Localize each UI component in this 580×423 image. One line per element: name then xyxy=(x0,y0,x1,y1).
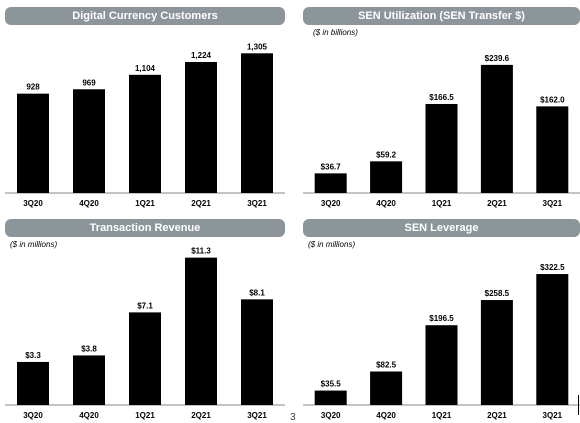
bar-4Q20 xyxy=(370,371,403,405)
data-label: $162.0 xyxy=(540,95,565,104)
x-tick-label: 4Q20 xyxy=(376,199,396,208)
bar-3Q21 xyxy=(241,53,273,193)
bar-4Q20 xyxy=(370,161,403,193)
chart-subtitle: ($ in millions) xyxy=(10,240,58,249)
bar-4Q20 xyxy=(73,355,105,405)
x-tick-label: 3Q20 xyxy=(321,199,341,208)
right-edge-line xyxy=(578,395,579,415)
bar-2Q21 xyxy=(480,300,513,405)
data-label: $3.8 xyxy=(81,344,97,353)
panel-sen-utilization: SEN Utilization (SEN Transfer $) ($ in b… xyxy=(303,7,580,207)
x-tick-label: 1Q21 xyxy=(135,411,155,420)
bar-1Q21 xyxy=(425,103,458,193)
chart-title: SEN Utilization (SEN Transfer $) xyxy=(303,7,580,25)
x-tick-label: 4Q20 xyxy=(376,411,396,420)
x-tick-label: 3Q21 xyxy=(247,199,267,208)
bar-1Q21 xyxy=(425,325,458,405)
x-tick-label: 2Q21 xyxy=(191,199,211,208)
x-tick-label: 3Q20 xyxy=(23,199,43,208)
chart-title: Digital Currency Customers xyxy=(5,7,285,25)
chart-subtitle: ($ in billions) xyxy=(313,28,358,37)
x-tick-label: 1Q21 xyxy=(432,199,452,208)
chart-subtitle: ($ in millions) xyxy=(308,240,356,249)
data-label: 1,104 xyxy=(135,64,156,73)
x-tick-label: 2Q21 xyxy=(487,411,507,420)
data-label: $166.5 xyxy=(429,93,454,102)
data-label: $239.6 xyxy=(485,54,510,63)
x-tick-label: 3Q21 xyxy=(543,411,563,420)
x-tick-label: 3Q20 xyxy=(23,411,43,420)
data-label: 969 xyxy=(82,78,96,87)
x-tick-label: 3Q20 xyxy=(321,411,341,420)
x-tick-label: 3Q21 xyxy=(543,199,563,208)
data-label: $7.1 xyxy=(137,301,153,310)
data-label: $35.5 xyxy=(321,380,342,389)
x-tick-label: 1Q21 xyxy=(432,411,452,420)
data-label: 928 xyxy=(26,83,40,92)
data-label: $3.3 xyxy=(25,351,41,360)
data-label: $59.2 xyxy=(376,150,397,159)
bar-4Q20 xyxy=(73,89,105,193)
data-label: $196.5 xyxy=(429,314,454,323)
x-tick-label: 3Q21 xyxy=(247,411,267,420)
bar-3Q21 xyxy=(241,299,273,405)
data-label: $322.5 xyxy=(540,263,565,272)
chart-title: SEN Leverage xyxy=(303,219,580,237)
x-tick-label: 4Q20 xyxy=(79,411,99,420)
bar-1Q21 xyxy=(129,312,161,405)
bar-3Q20 xyxy=(314,390,347,405)
bar-1Q21 xyxy=(129,74,161,193)
panel-digital-currency-customers: Digital Currency Customers xyxy=(5,7,285,207)
data-label: $11.3 xyxy=(191,247,211,256)
bar-3Q21 xyxy=(536,106,569,193)
page-number: 3 xyxy=(290,412,296,423)
x-tick-label: 2Q21 xyxy=(487,199,507,208)
data-label: $82.5 xyxy=(376,361,397,370)
data-label: 1,224 xyxy=(191,51,212,60)
bar-2Q21 xyxy=(185,257,217,405)
panel-transaction-revenue: Transaction Revenue ($ in millions) xyxy=(5,219,285,419)
bar-2Q21 xyxy=(480,64,513,193)
data-label: $8.1 xyxy=(249,288,265,297)
bar-3Q20 xyxy=(17,361,49,405)
panel-sen-leverage: SEN Leverage ($ in millions) xyxy=(303,219,580,419)
bar-3Q20 xyxy=(314,173,347,193)
x-tick-label: 4Q20 xyxy=(79,199,99,208)
x-tick-label: 1Q21 xyxy=(135,199,155,208)
bar-3Q20 xyxy=(17,93,49,193)
bar-2Q21 xyxy=(185,61,217,193)
bar-3Q21 xyxy=(536,274,569,405)
chart-title: Transaction Revenue xyxy=(5,219,285,237)
data-label: $36.7 xyxy=(321,162,342,171)
data-label: $258.5 xyxy=(485,289,510,298)
x-tick-label: 2Q21 xyxy=(191,411,211,420)
data-label: 1,305 xyxy=(247,42,268,51)
